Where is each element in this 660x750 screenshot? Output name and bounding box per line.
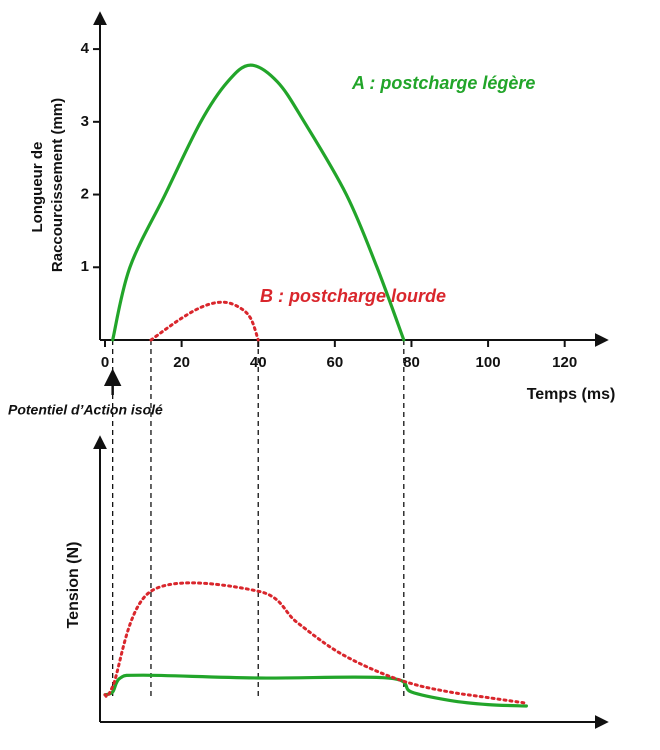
x-tick-label: 100: [476, 354, 501, 371]
legend-label: B : postcharge lourde: [260, 286, 446, 306]
annotation: Potentiel d’Action isolé: [8, 402, 163, 418]
y-axis-label: Tension (N): [65, 542, 82, 629]
y-tick-label: 1: [81, 258, 89, 275]
x-tick-label: 20: [173, 354, 190, 371]
x-tick-label: 0: [101, 354, 109, 371]
series-line: [103, 673, 528, 708]
series-line: [111, 63, 406, 342]
x-tick-label: 60: [327, 354, 344, 371]
y-axis-label-line: Longueur de: [29, 142, 46, 233]
y-axis-label-line: Raccourcissement (mm): [49, 98, 66, 272]
y-tick-label: 4: [81, 40, 90, 57]
x-tick-label: 120: [552, 354, 577, 371]
x-tick-label: 80: [403, 354, 420, 371]
y-tick-label: 2: [81, 186, 89, 203]
series-line: [103, 581, 528, 705]
x-axis-label: Temps (ms): [527, 386, 616, 403]
series-line: [149, 300, 260, 342]
legend-label: A : postcharge légère: [351, 73, 535, 93]
y-tick-label: 3: [81, 113, 89, 130]
y-axis-label: Longueur de Raccourcissement (mm): [29, 98, 66, 272]
